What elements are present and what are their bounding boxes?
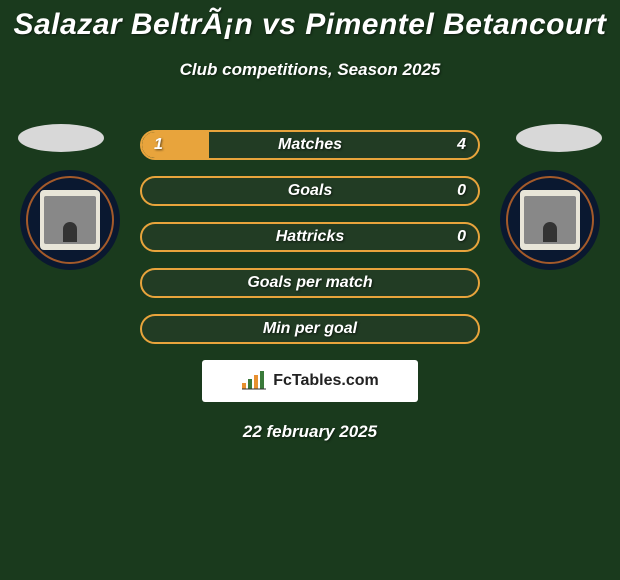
logo-text: FcTables.com bbox=[273, 372, 379, 390]
stat-bar: Hattricks0 bbox=[140, 222, 480, 252]
crest-arch-icon bbox=[543, 222, 557, 242]
stat-value-right: 4 bbox=[457, 132, 466, 158]
stat-label: Goals bbox=[142, 178, 478, 204]
player-marker-left bbox=[18, 124, 104, 152]
fctables-logo[interactable]: FcTables.com bbox=[202, 360, 418, 402]
player-marker-right bbox=[516, 124, 602, 152]
date-label: 22 february 2025 bbox=[0, 422, 620, 442]
stat-value-right: 0 bbox=[457, 178, 466, 204]
club-crest-left bbox=[20, 170, 120, 270]
crest-arch-icon bbox=[63, 222, 77, 242]
stat-label: Hattricks bbox=[142, 224, 478, 250]
stat-label: Matches bbox=[142, 132, 478, 158]
stat-bar: Goals per match bbox=[140, 268, 480, 298]
page-title: Salazar BeltrÃ¡n vs Pimentel Betancourt bbox=[0, 0, 620, 42]
stat-bar: Goals0 bbox=[140, 176, 480, 206]
stat-label: Min per goal bbox=[142, 316, 478, 342]
club-crest-right bbox=[500, 170, 600, 270]
stat-bar: Min per goal bbox=[140, 314, 480, 344]
stat-bar: 1Matches4 bbox=[140, 130, 480, 160]
bar-chart-icon bbox=[241, 371, 267, 391]
stat-label: Goals per match bbox=[142, 270, 478, 296]
subtitle: Club competitions, Season 2025 bbox=[0, 60, 620, 80]
stats-bars: 1Matches4Goals0Hattricks0Goals per match… bbox=[140, 130, 480, 344]
stat-value-right: 0 bbox=[457, 224, 466, 250]
